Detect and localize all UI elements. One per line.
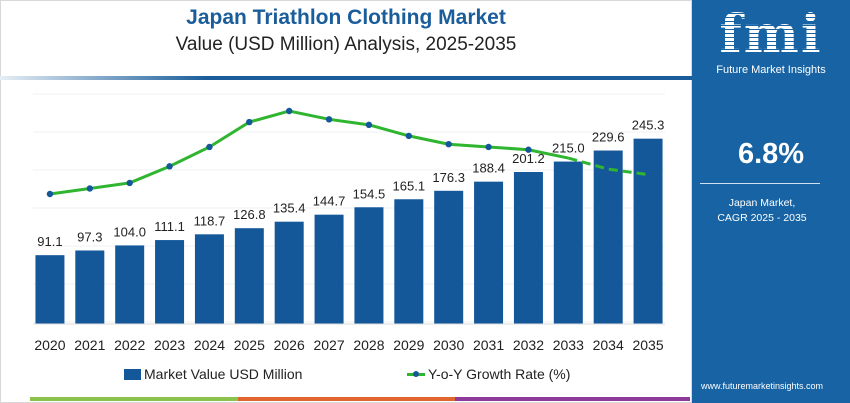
x-tick-2023: 2023 xyxy=(154,337,185,353)
growth-point-2029 xyxy=(405,132,413,140)
x-tick-2031: 2031 xyxy=(473,337,504,353)
data-label-2030: 176.3 xyxy=(432,170,465,185)
footer-stripe-orange xyxy=(238,397,455,401)
growth-line xyxy=(49,109,569,196)
cagr-value: 6.8% xyxy=(737,138,805,170)
x-tick-2032: 2032 xyxy=(513,337,544,353)
legend-bar-swatch xyxy=(124,368,141,380)
title-divider xyxy=(0,76,692,80)
x-tick-2021: 2021 xyxy=(74,337,105,353)
data-label-2029: 165.1 xyxy=(393,178,426,193)
growth-point-2021 xyxy=(86,185,94,192)
x-tick-2034: 2034 xyxy=(593,337,624,353)
x-tick-2029: 2029 xyxy=(393,337,424,353)
data-label-2024: 118.7 xyxy=(194,213,226,228)
footer-stripe-green xyxy=(30,397,238,401)
data-label-2033: 215.0 xyxy=(552,141,585,156)
data-label-2035: 245.3 xyxy=(632,118,665,133)
growth-point-2022 xyxy=(126,179,133,187)
bar-2033 xyxy=(553,161,583,324)
data-label-2025: 126.8 xyxy=(233,207,266,222)
growth-point-2024 xyxy=(206,143,213,151)
bar-2025 xyxy=(234,228,264,324)
growth-point-2031 xyxy=(485,143,492,151)
growth-point-2023 xyxy=(166,163,173,170)
bar-2022 xyxy=(115,245,145,324)
growth-point-2032 xyxy=(525,146,532,153)
data-label-2034: 229.6 xyxy=(592,130,625,145)
data-label-2028: 154.5 xyxy=(353,186,386,201)
x-tick-2025: 2025 xyxy=(234,337,265,353)
bar-2030 xyxy=(434,190,464,324)
x-tick-2028: 2028 xyxy=(353,337,384,353)
data-label-2021: 97.3 xyxy=(77,229,102,244)
bar-2026 xyxy=(274,221,304,324)
chart-subtitle: Value (USD Million) Analysis, 2025-2035 xyxy=(175,34,517,55)
data-label-2020: 91.1 xyxy=(37,234,62,249)
legend-label: Market Value USD Million xyxy=(144,366,303,382)
bar-2032 xyxy=(513,171,543,324)
growth-point-2027 xyxy=(325,116,333,123)
bar-2023 xyxy=(155,240,185,324)
data-label-2023: 111.1 xyxy=(154,219,185,234)
growth-point-2025 xyxy=(246,118,253,126)
cagr-label-line2: CAGR 2025 - 2035 xyxy=(717,212,807,224)
legend-line-swatch xyxy=(407,370,425,377)
x-tick-2035: 2035 xyxy=(632,337,663,353)
footer-stripe-purple xyxy=(455,397,690,401)
fmi-logo: fmi xyxy=(692,6,850,64)
bar-2031 xyxy=(474,181,504,324)
brand-name: Future Market Insights xyxy=(716,64,826,76)
bar-2035 xyxy=(633,138,663,324)
legend-item-growth: Y-o-Y Growth Rate (%) xyxy=(407,366,570,382)
legend-item-market-value: Market Value USD Million xyxy=(124,366,302,382)
cagr-label: Japan Market, CAGR 2025 - 2035 xyxy=(692,196,832,226)
growth-point-2028 xyxy=(365,121,373,129)
x-tick-2024: 2024 xyxy=(194,337,225,353)
bar-2020 xyxy=(35,255,65,324)
legend-label: Y-o-Y Growth Rate (%) xyxy=(428,366,571,382)
chart-title: Japan Triathlon Clothing Market xyxy=(186,6,506,29)
data-label-2031: 188.4 xyxy=(472,161,505,176)
cagr-label-line1: Japan Market, xyxy=(728,197,796,209)
bar-2028 xyxy=(354,207,384,324)
data-label-2027: 144.7 xyxy=(313,194,346,209)
x-tick-2022: 2022 xyxy=(114,337,145,353)
info-panel: fmi Future Market Insights 6.8% Japan Ma… xyxy=(692,0,850,403)
bar-2021 xyxy=(75,250,105,324)
x-tick-2030: 2030 xyxy=(433,337,464,353)
data-label-2026: 135.4 xyxy=(273,201,306,216)
growth-point-2026 xyxy=(285,107,293,115)
data-label-2022: 104.0 xyxy=(113,224,146,239)
bar-2027 xyxy=(314,214,344,324)
data-label-2032: 201.2 xyxy=(512,151,545,166)
x-tick-2033: 2033 xyxy=(553,337,584,353)
bar-2029 xyxy=(394,199,424,324)
x-tick-2026: 2026 xyxy=(274,337,305,353)
x-tick-2020: 2020 xyxy=(34,337,65,353)
panel-divider xyxy=(700,183,820,184)
chart-plot: 91.1 2020 97.3 2021 104.0 2022 111.1 2023 118.7 2… xyxy=(33,93,665,353)
bar-2034 xyxy=(593,150,623,324)
website-url[interactable]: www.futuremarketinsights.com xyxy=(700,381,824,391)
growth-point-2020 xyxy=(46,190,54,198)
bar-2024 xyxy=(194,234,224,324)
x-tick-2027: 2027 xyxy=(313,337,344,353)
growth-point-2030 xyxy=(445,141,452,148)
